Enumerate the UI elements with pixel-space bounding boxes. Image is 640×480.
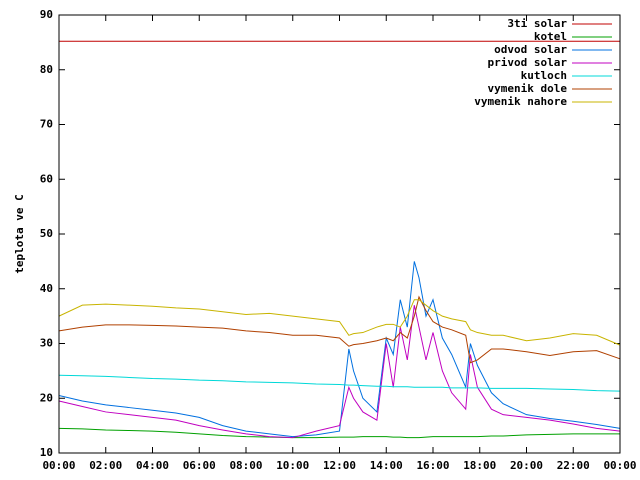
x-tick-label: 12:00 <box>323 459 356 472</box>
series-line <box>58 299 621 346</box>
series-line <box>58 261 621 438</box>
y-axis-label: teplota ve C <box>13 194 26 273</box>
plot-border <box>58 14 621 454</box>
y-tick-label: 40 <box>40 282 53 295</box>
x-tick-label: 04:00 <box>136 459 169 472</box>
x-tick-label: 02:00 <box>89 459 122 472</box>
legend-label: 3ti solar <box>507 17 567 30</box>
legend-label: kutloch <box>521 69 567 82</box>
y-tick-label: 90 <box>40 8 53 21</box>
x-tick-label: 16:00 <box>416 459 449 472</box>
x-tick-label: 10:00 <box>276 459 309 472</box>
y-tick-label: 30 <box>40 337 53 350</box>
x-tick-label: 00:00 <box>42 459 75 472</box>
legend-label: odvod solar <box>494 43 567 56</box>
series-line <box>58 427 620 439</box>
x-tick-label: 00:00 <box>603 459 636 472</box>
y-tick-label: 60 <box>40 172 53 185</box>
y-tick-label: 10 <box>40 446 53 459</box>
x-tick-label: 22:00 <box>557 459 590 472</box>
x-tick-label: 18:00 <box>463 459 496 472</box>
series-line <box>58 305 621 439</box>
y-tick-label: 80 <box>40 63 53 76</box>
x-tick-label: 06:00 <box>183 459 216 472</box>
legend-label: privod solar <box>488 56 568 69</box>
x-tick-label: 08:00 <box>229 459 262 472</box>
y-tick-label: 70 <box>40 118 53 131</box>
series-line <box>58 374 621 392</box>
legend-label: vymenik dole <box>488 82 568 95</box>
x-tick-label: 20:00 <box>510 459 543 472</box>
y-tick-label: 20 <box>40 391 53 404</box>
series-line <box>58 295 621 364</box>
y-tick-label: 50 <box>40 227 53 240</box>
x-tick-label: 14:00 <box>370 459 403 472</box>
legend-label: vymenik nahore <box>474 95 567 108</box>
legend-label: kotel <box>534 30 567 43</box>
